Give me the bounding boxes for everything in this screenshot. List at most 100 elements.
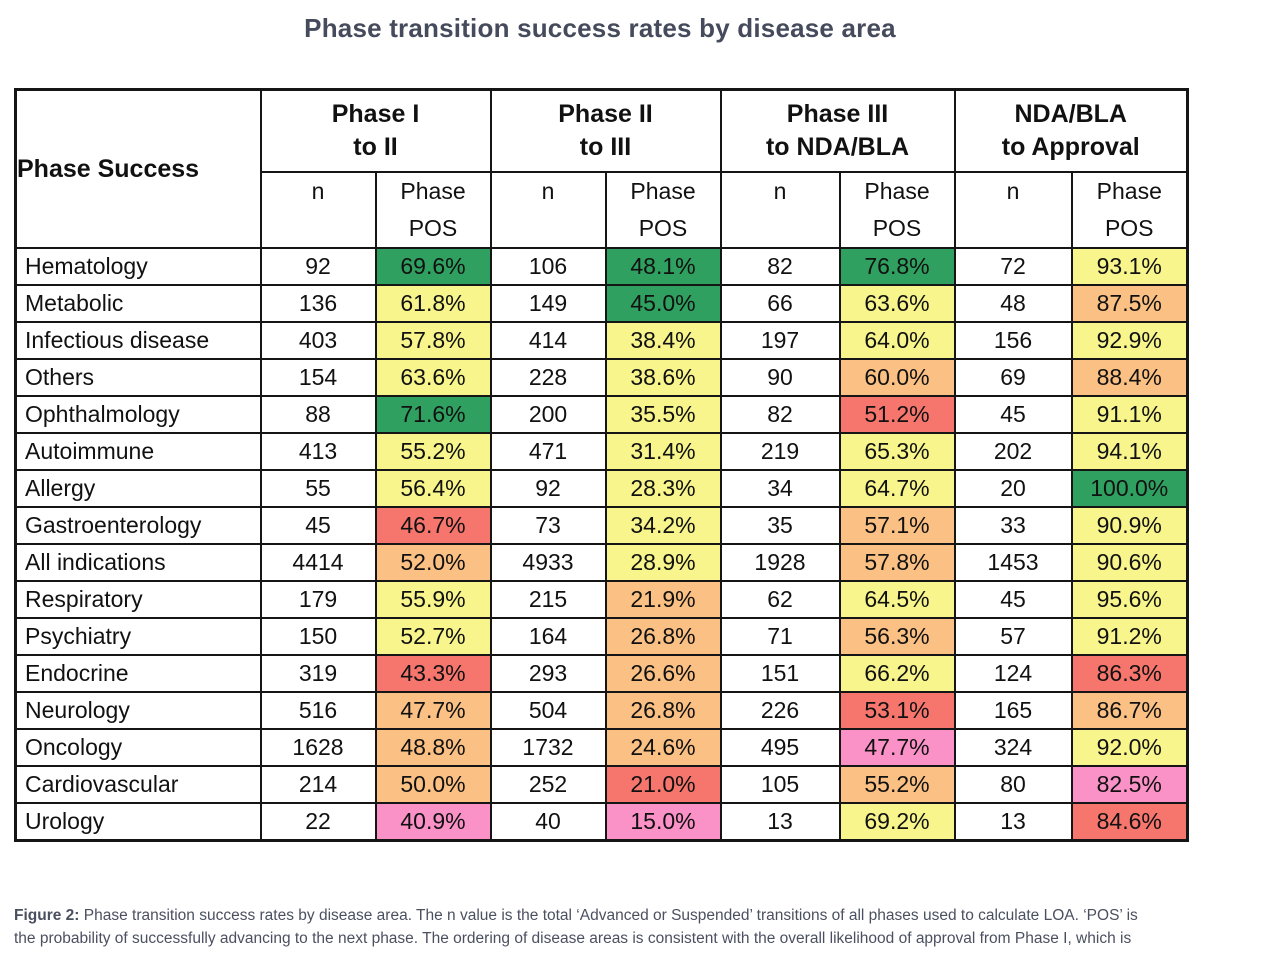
table-header: Phase Success Phase I to II Phase II to … xyxy=(14,88,1189,249)
pos-cell: 90.6% xyxy=(1070,543,1189,582)
group-header-phase3-to-nda: Phase III to NDA/BLA xyxy=(719,88,956,173)
pos-cell: 95.6% xyxy=(1070,580,1189,619)
subheader-phase-pos: Phase POS xyxy=(374,171,492,249)
pos-cell: 52.0% xyxy=(374,543,492,582)
n-cell: 324 xyxy=(953,728,1073,767)
pos-cell: 57.8% xyxy=(838,543,956,582)
n-cell: 82 xyxy=(719,395,841,434)
pos-cell: 40.9% xyxy=(374,802,492,841)
caption-line-2: the probability of successfully advancin… xyxy=(14,930,1132,947)
disease-area-cell: Autoimmune xyxy=(14,432,262,471)
pos-cell: 91.2% xyxy=(1070,617,1189,656)
table-row: Allergy 55 56.4% 92 28.3% 34 64.7% 20 100.0% xyxy=(14,469,1189,508)
subheader-pos-line2: POS xyxy=(638,215,688,241)
n-cell: 151 xyxy=(719,654,841,693)
subheader-pos-line1: Phase xyxy=(1096,178,1162,204)
table-row: Ophthalmology 88 71.6% 200 35.5% 82 51.2% 45 91.… xyxy=(14,395,1189,434)
table-row: Infectious disease 403 57.8% 414 38.4% 197 64.… xyxy=(14,321,1189,360)
n-cell: 73 xyxy=(489,506,607,545)
n-cell: 471 xyxy=(489,432,607,471)
n-cell: 1732 xyxy=(489,728,607,767)
n-cell: 13 xyxy=(719,802,841,841)
subheader-n: n xyxy=(953,171,1073,249)
n-cell: 71 xyxy=(719,617,841,656)
pos-cell: 64.7% xyxy=(838,469,956,508)
table-row: Others 154 63.6% 228 38.6% 90 60.0% 69 88.4% xyxy=(14,358,1189,397)
pos-cell: 86.7% xyxy=(1070,691,1189,730)
group-header-line1: Phase III xyxy=(786,100,889,128)
subheader-pos-line1: Phase xyxy=(864,178,930,204)
pos-cell: 90.9% xyxy=(1070,506,1189,545)
pos-cell: 57.1% xyxy=(838,506,956,545)
n-cell: 154 xyxy=(259,358,377,397)
n-cell: 504 xyxy=(489,691,607,730)
pos-cell: 69.6% xyxy=(374,247,492,286)
table-row: Oncology 1628 48.8% 1732 24.6% 495 47.7% 324 92.… xyxy=(14,728,1189,767)
n-cell: 179 xyxy=(259,580,377,619)
n-cell: 403 xyxy=(259,321,377,360)
n-cell: 124 xyxy=(953,654,1073,693)
n-cell: 414 xyxy=(489,321,607,360)
subheader-n: n xyxy=(259,171,377,249)
subheader-pos-line2: POS xyxy=(408,215,458,241)
table-row: All indications 4414 52.0% 4933 28.9% 1928 57.… xyxy=(14,543,1189,582)
disease-area-cell: Metabolic xyxy=(14,284,262,323)
n-cell: 252 xyxy=(489,765,607,804)
pos-cell: 47.7% xyxy=(374,691,492,730)
table-row: Urology 22 40.9% 40 15.0% 13 69.2% 13 84.6% xyxy=(14,802,1189,841)
pos-cell: 86.3% xyxy=(1070,654,1189,693)
n-cell: 1453 xyxy=(953,543,1073,582)
disease-area-cell: Endocrine xyxy=(14,654,262,693)
pos-cell: 26.6% xyxy=(604,654,722,693)
table-row: Respiratory 179 55.9% 215 21.9% 62 64.5% 45 95.6… xyxy=(14,580,1189,619)
n-cell: 197 xyxy=(719,321,841,360)
n-cell: 202 xyxy=(953,432,1073,471)
group-header-line2: to III xyxy=(579,133,632,161)
subheader-phase-pos: Phase POS xyxy=(604,171,722,249)
n-cell: 319 xyxy=(259,654,377,693)
disease-area-cell: Gastroenterology xyxy=(14,506,262,545)
pos-cell: 63.6% xyxy=(374,358,492,397)
n-cell: 34 xyxy=(719,469,841,508)
n-cell: 495 xyxy=(719,728,841,767)
pos-cell: 66.2% xyxy=(838,654,956,693)
pos-cell: 71.6% xyxy=(374,395,492,434)
group-header-phase2-to-3: Phase II to III xyxy=(489,88,722,173)
table-row: Cardiovascular 214 50.0% 252 21.0% 105 55.2% 80… xyxy=(14,765,1189,804)
n-cell: 413 xyxy=(259,432,377,471)
pos-cell: 64.5% xyxy=(838,580,956,619)
pos-cell: 84.6% xyxy=(1070,802,1189,841)
pos-cell: 15.0% xyxy=(604,802,722,841)
pos-cell: 48.8% xyxy=(374,728,492,767)
n-cell: 228 xyxy=(489,358,607,397)
table-row: Autoimmune 413 55.2% 471 31.4% 219 65.3% 202 94.… xyxy=(14,432,1189,471)
pos-cell: 35.5% xyxy=(604,395,722,434)
n-cell: 200 xyxy=(489,395,607,434)
table-row: Endocrine 319 43.3% 293 26.6% 151 66.2% 124 86.3… xyxy=(14,654,1189,693)
disease-area-cell: Oncology xyxy=(14,728,262,767)
group-header-line2: to II xyxy=(353,133,398,161)
n-cell: 92 xyxy=(259,247,377,286)
n-cell: 72 xyxy=(953,247,1073,286)
pos-cell: 51.2% xyxy=(838,395,956,434)
n-cell: 20 xyxy=(953,469,1073,508)
n-cell: 40 xyxy=(489,802,607,841)
n-cell: 80 xyxy=(953,765,1073,804)
corner-header-cell: Phase Success xyxy=(14,88,262,249)
table-row: Psychiatry 150 52.7% 164 26.8% 71 56.3% 57 91.2% xyxy=(14,617,1189,656)
table-row: Metabolic 136 61.8% 149 45.0% 66 63.6% 48 87.5% xyxy=(14,284,1189,323)
n-cell: 164 xyxy=(489,617,607,656)
n-cell: 62 xyxy=(719,580,841,619)
pos-cell: 55.2% xyxy=(838,765,956,804)
group-header-line2: to Approval xyxy=(1001,133,1140,161)
pos-cell: 87.5% xyxy=(1070,284,1189,323)
pos-cell: 45.0% xyxy=(604,284,722,323)
pos-cell: 100.0% xyxy=(1070,469,1189,508)
pos-cell: 21.9% xyxy=(604,580,722,619)
figure-label: Figure 2: xyxy=(14,907,80,924)
pos-cell: 21.0% xyxy=(604,765,722,804)
pos-cell: 60.0% xyxy=(838,358,956,397)
subheader-pos-line2: POS xyxy=(872,215,922,241)
subheader-pos-line1: Phase xyxy=(630,178,696,204)
n-cell: 88 xyxy=(259,395,377,434)
